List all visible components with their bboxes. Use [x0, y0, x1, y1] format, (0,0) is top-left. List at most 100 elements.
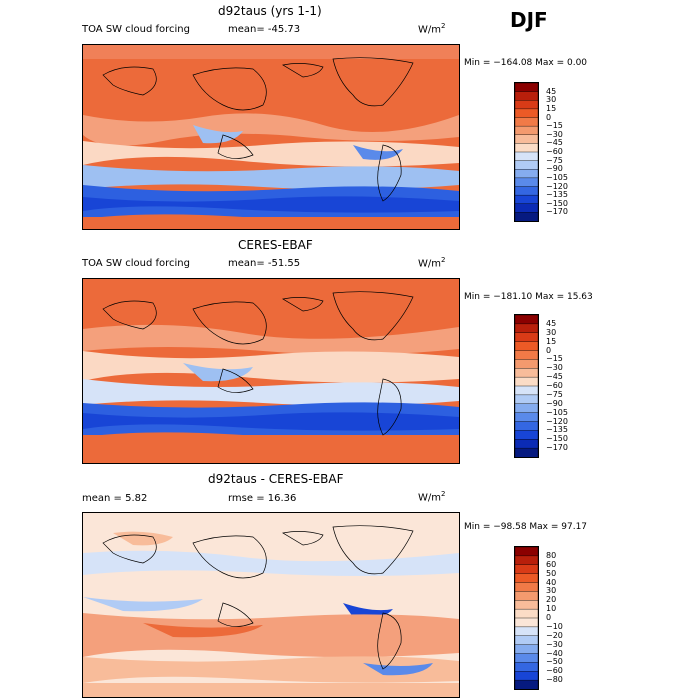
colorbar-swatch	[515, 439, 538, 449]
colorbar-tick-label: −45	[546, 372, 563, 382]
colorbar-tick-label: −120	[546, 416, 568, 426]
colorbar-tick-label: −15	[546, 121, 563, 131]
colorbar-swatch	[515, 447, 538, 457]
colorbar-swatch	[515, 600, 538, 610]
colorbar-tick-label: 15	[546, 103, 557, 113]
colorbar-swatch	[515, 117, 538, 127]
colorbar-swatch	[515, 394, 538, 405]
colorbar-swatch	[515, 662, 538, 672]
colorbar-swatch	[515, 573, 538, 584]
colorbar-tick-label: −60	[546, 381, 563, 390]
panel3-colorbar	[514, 546, 539, 690]
colorbar-swatch	[515, 108, 538, 119]
panel2-map	[82, 278, 460, 464]
colorbar-swatch	[515, 671, 538, 681]
colorbar-swatch	[515, 177, 538, 188]
colorbar-swatch	[515, 359, 538, 369]
colorbar-tick-label: 0	[546, 112, 552, 122]
panel2-variable-label: TOA SW cloud forcing	[82, 258, 190, 269]
colorbar-tick-label: −170	[546, 443, 568, 453]
colorbar-swatch	[515, 169, 538, 179]
colorbar-swatch	[515, 91, 538, 101]
colorbar-swatch	[515, 403, 538, 414]
colorbar-swatch	[515, 547, 538, 557]
colorbar-tick-label: −80	[546, 675, 563, 685]
panel2-mean-label: mean= -51.55	[228, 258, 301, 269]
colorbar-tick-label: −90	[546, 398, 563, 408]
colorbar-swatch	[515, 412, 538, 423]
colorbar-tick-label: −40	[546, 648, 563, 658]
panel1-map	[82, 44, 460, 230]
colorbar-tick-label: 80	[546, 550, 557, 560]
panel3-mean-label: mean = 5.82	[82, 493, 148, 504]
colorbar-swatch	[515, 430, 538, 440]
colorbar-swatch	[515, 212, 538, 221]
colorbar-tick-label: 60	[546, 559, 557, 569]
colorbar-swatch	[515, 83, 538, 93]
panel2-minmax: Min = −181.10 Max = 15.63	[464, 292, 593, 302]
colorbar-swatch	[515, 617, 538, 628]
colorbar-tick-label: 15	[546, 336, 557, 346]
colorbar-tick-label: 30	[546, 95, 557, 105]
colorbar-tick-label: 45	[546, 318, 557, 328]
colorbar-tick-label: 30	[546, 586, 557, 596]
colorbar-tick-label: −45	[546, 138, 563, 148]
colorbar-swatch	[515, 555, 538, 566]
colorbar-tick-label: 20	[546, 595, 557, 605]
panel1-colorbar	[514, 82, 539, 222]
colorbar-swatch	[515, 350, 538, 361]
colorbar-tick-label: −30	[546, 363, 563, 373]
colorbar-tick-label: 0	[546, 613, 552, 622]
colorbar-swatch	[515, 203, 538, 214]
colorbar-swatch	[515, 315, 538, 325]
colorbar-swatch	[515, 376, 538, 387]
season-label: DJF	[510, 8, 548, 32]
colorbar-tick-label: −60	[546, 666, 563, 676]
colorbar-swatch	[515, 582, 538, 593]
panel1-title: d92taus (yrs 1-1)	[218, 4, 322, 18]
colorbar-swatch	[515, 151, 538, 162]
colorbar-tick-label: −90	[546, 164, 563, 174]
colorbar-tick-label: 50	[546, 568, 557, 578]
colorbar-swatch	[515, 323, 538, 334]
colorbar-swatch	[515, 160, 538, 170]
panel3-title: d92taus - CERES-EBAF	[208, 472, 344, 486]
colorbar-tick-label: −170	[546, 207, 568, 217]
panel3-units: W/m2	[418, 490, 446, 504]
colorbar-tick-label: −135	[546, 425, 568, 435]
colorbar-tick-label: −60	[546, 147, 563, 156]
colorbar-swatch	[515, 332, 538, 343]
colorbar-tick-label: −75	[546, 389, 563, 399]
colorbar-tick-label: −150	[546, 198, 568, 208]
panel1-variable-label: TOA SW cloud forcing	[82, 24, 190, 35]
colorbar-swatch	[515, 385, 538, 396]
panel3-rmse-label: rmse = 16.36	[228, 493, 297, 504]
colorbar-tick-label: 10	[546, 604, 557, 614]
colorbar-tick-label: 45	[546, 86, 557, 96]
colorbar-tick-label: −10	[546, 621, 563, 631]
colorbar-swatch	[515, 368, 538, 378]
panel2-units: W/m2	[418, 256, 446, 270]
panel1-units: W/m2	[418, 22, 446, 36]
colorbar-tick-label: −120	[546, 181, 568, 191]
colorbar-swatch	[515, 679, 538, 689]
panel3-minmax: Min = −98.58 Max = 97.17	[464, 522, 588, 532]
colorbar-swatch	[515, 626, 538, 637]
colorbar-tick-label: −105	[546, 172, 568, 182]
colorbar-swatch	[515, 134, 538, 145]
colorbar-swatch	[515, 644, 538, 655]
colorbar-swatch	[515, 341, 538, 352]
panel2-title: CERES-EBAF	[238, 238, 313, 252]
colorbar-tick-label: −105	[546, 407, 568, 417]
colorbar-tick-label: −75	[546, 155, 563, 165]
colorbar-tick-label: −30	[546, 129, 563, 139]
colorbar-swatch	[515, 421, 538, 432]
colorbar-swatch	[515, 125, 538, 136]
colorbar-tick-label: 30	[546, 327, 557, 337]
colorbar-tick-label: −30	[546, 639, 563, 649]
colorbar-swatch	[515, 653, 538, 664]
colorbar-tick-label: −20	[546, 630, 563, 640]
panel2-colorbar	[514, 314, 539, 458]
colorbar-swatch	[515, 635, 538, 646]
colorbar-tick-label: 0	[546, 345, 552, 355]
